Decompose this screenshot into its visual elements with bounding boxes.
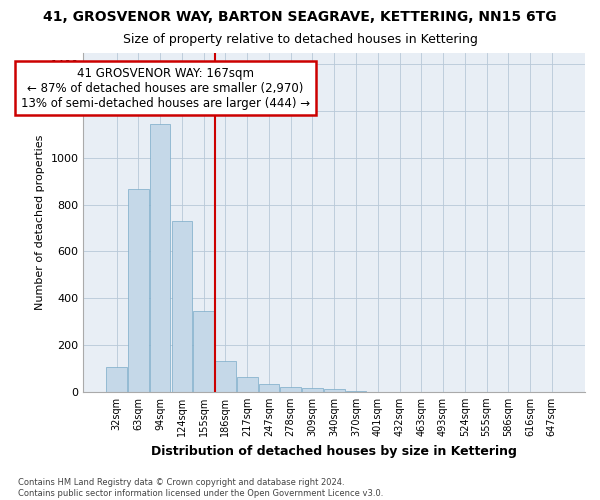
Bar [150, 124, 170, 392]
Text: 41, GROSVENOR WAY, BARTON SEAGRAVE, KETTERING, NN15 6TG: 41, GROSVENOR WAY, BARTON SEAGRAVE, KETT… [43, 10, 557, 24]
Bar [346, 390, 367, 392]
Bar [259, 384, 279, 392]
Bar [215, 362, 236, 392]
Text: Size of property relative to detached houses in Kettering: Size of property relative to detached ho… [122, 32, 478, 46]
Text: Contains HM Land Registry data © Crown copyright and database right 2024.
Contai: Contains HM Land Registry data © Crown c… [18, 478, 383, 498]
Bar [324, 390, 344, 392]
Bar [193, 311, 214, 392]
Bar [128, 190, 149, 392]
Bar [280, 387, 301, 392]
Y-axis label: Number of detached properties: Number of detached properties [35, 134, 45, 310]
Text: 41 GROSVENOR WAY: 167sqm
← 87% of detached houses are smaller (2,970)
13% of sem: 41 GROSVENOR WAY: 167sqm ← 87% of detach… [21, 66, 310, 110]
Bar [106, 367, 127, 392]
Bar [302, 388, 323, 392]
Bar [172, 221, 192, 392]
X-axis label: Distribution of detached houses by size in Kettering: Distribution of detached houses by size … [151, 444, 517, 458]
Bar [237, 378, 257, 392]
